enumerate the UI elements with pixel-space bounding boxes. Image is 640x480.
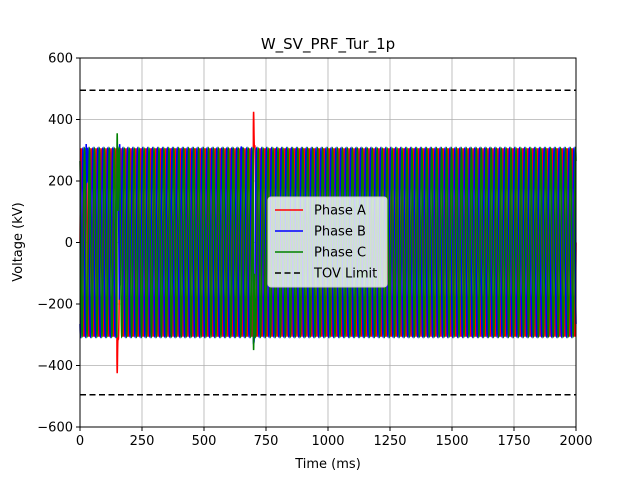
y-tick-label-6: 600 [48, 52, 73, 67]
x-tick-label-8: 2000 [559, 434, 592, 449]
series-line-phase-c [79, 133, 577, 351]
y-axis-label: Voltage (kV) [11, 202, 26, 281]
legend-label-3: TOV Limit [313, 267, 377, 282]
x-tick-label-3: 750 [254, 434, 279, 449]
x-tick-label-6: 1500 [435, 434, 468, 449]
legend-label-2: Phase C [314, 246, 366, 261]
chart-title: W_SV_PRF_Tur_1p [261, 35, 395, 54]
x-tick-label-0: 0 [76, 434, 84, 449]
y-tick-label-0: −600 [37, 421, 73, 436]
x-tick-label-7: 1750 [497, 434, 530, 449]
y-tick-label-1: −400 [37, 359, 73, 374]
y-tick-label-2: −200 [37, 298, 73, 313]
y-tick-label-5: 400 [48, 113, 73, 128]
x-tick-label-4: 1000 [311, 434, 344, 449]
x-tick-label-2: 500 [192, 434, 217, 449]
series-line-phase-b [79, 144, 577, 346]
tov-limit-lines [80, 89, 576, 396]
legend-box [267, 196, 388, 288]
x-axis-label: Time (ms) [294, 457, 361, 472]
legend-label-1: Phase B [314, 225, 366, 240]
x-tick-label-1: 250 [130, 434, 155, 449]
y-tick-label-3: 0 [65, 236, 73, 251]
legend-label-0: Phase A [314, 204, 366, 219]
x-tick-label-5: 1250 [373, 434, 406, 449]
axis-ticks: 0 250 500 750 1000 1250 1500 1750 2000−600−400−2… [37, 52, 592, 450]
y-tick-label-4: 200 [48, 175, 73, 190]
legend: Phase A Phase B Phase C TOV Limit [267, 196, 388, 288]
